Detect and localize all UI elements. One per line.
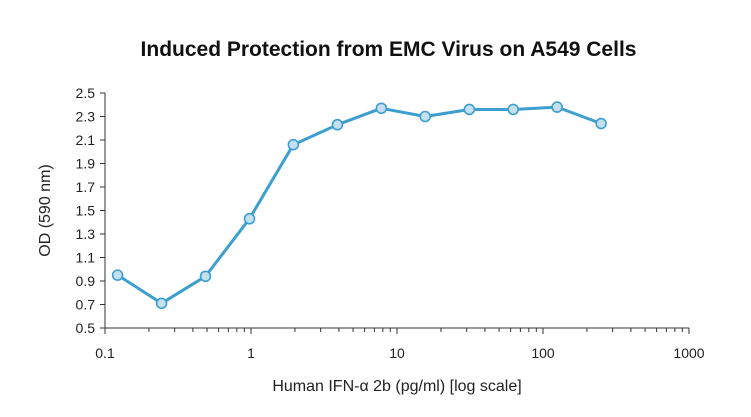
data-point [243, 212, 256, 225]
data-point [331, 118, 344, 131]
data-point [155, 297, 168, 310]
data-point [463, 103, 476, 116]
data-point [507, 103, 519, 116]
y-tick-label: 0.5 [76, 320, 96, 336]
data-point [199, 270, 212, 283]
data-point [111, 269, 124, 281]
y-tick-label: 0.7 [76, 297, 96, 313]
chart-title: Induced Protection from EMC Virus on A54… [140, 38, 637, 61]
data-point [551, 101, 563, 113]
y-tick-label: 1.3 [76, 226, 96, 242]
y-tick-label: 1.5 [76, 203, 96, 219]
y-tick-label: 2.1 [76, 132, 96, 148]
x-tick-label: 100 [531, 345, 555, 361]
y-tick-label: 2.5 [76, 85, 96, 101]
data-point [375, 102, 388, 115]
y-tick-label: 1.7 [76, 179, 96, 195]
x-axis-label: Human IFN-α 2b (pg/ml) [log scale] [272, 378, 521, 395]
data-point [595, 117, 607, 130]
y-tick-label: 1.1 [76, 250, 96, 266]
y-tick-label: 2.3 [76, 109, 96, 125]
data-point [287, 138, 300, 151]
x-tick-label: 0.1 [95, 345, 115, 361]
y-tick-label: 1.9 [76, 156, 96, 172]
series-line [116, 105, 602, 305]
y-tick-label: 0.9 [76, 273, 96, 289]
x-tick-label: 10 [389, 345, 405, 361]
data-point [419, 110, 431, 123]
y-axis-label: OD (590 nm) [37, 164, 54, 256]
x-tick-label: 1 [247, 345, 255, 361]
x-tick-label: 1000 [673, 345, 704, 361]
